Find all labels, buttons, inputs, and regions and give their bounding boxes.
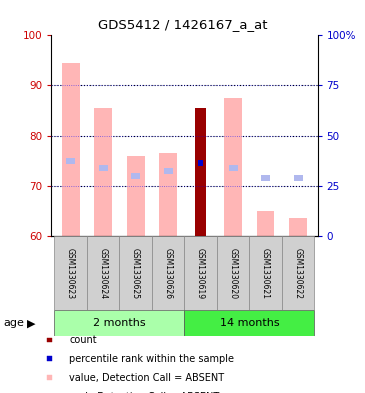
Bar	[261, 175, 270, 181]
Bar	[249, 236, 282, 310]
Bar	[127, 156, 145, 236]
Bar	[131, 173, 140, 179]
Bar	[62, 63, 80, 236]
Text: GSM1330625: GSM1330625	[131, 248, 140, 299]
Text: GSM1330626: GSM1330626	[164, 248, 173, 299]
Bar	[119, 236, 152, 310]
Text: GSM1330619: GSM1330619	[196, 248, 205, 299]
Bar	[198, 160, 204, 166]
Bar	[282, 236, 314, 310]
Bar	[99, 165, 108, 171]
Bar	[293, 175, 303, 181]
Text: percentile rank within the sample: percentile rank within the sample	[69, 354, 234, 364]
Text: GSM1330621: GSM1330621	[261, 248, 270, 299]
Text: age: age	[4, 318, 24, 328]
Bar	[257, 211, 274, 236]
Text: ▶: ▶	[27, 318, 36, 328]
Bar	[87, 236, 119, 310]
Text: 2 months: 2 months	[93, 318, 146, 328]
Bar	[195, 108, 206, 236]
Bar	[289, 218, 307, 236]
Text: GSM1330620: GSM1330620	[228, 248, 238, 299]
Text: GSM1330623: GSM1330623	[66, 248, 75, 299]
Bar	[184, 310, 314, 336]
Bar	[184, 236, 217, 310]
Bar	[54, 236, 87, 310]
Text: GSM1330622: GSM1330622	[293, 248, 303, 299]
Bar	[217, 236, 249, 310]
Text: GSM1330624: GSM1330624	[99, 248, 108, 299]
Text: count: count	[69, 335, 97, 345]
Bar	[224, 98, 242, 236]
Bar	[54, 310, 184, 336]
Bar	[66, 158, 75, 163]
Text: GDS5412 / 1426167_a_at: GDS5412 / 1426167_a_at	[98, 18, 267, 31]
Bar	[94, 108, 112, 236]
Text: rank, Detection Call = ABSENT: rank, Detection Call = ABSENT	[69, 391, 220, 393]
Text: 14 months: 14 months	[219, 318, 279, 328]
Bar	[228, 165, 238, 171]
Text: value, Detection Call = ABSENT: value, Detection Call = ABSENT	[69, 373, 224, 383]
Bar	[152, 236, 184, 310]
Bar	[159, 153, 177, 236]
Bar	[164, 168, 173, 174]
